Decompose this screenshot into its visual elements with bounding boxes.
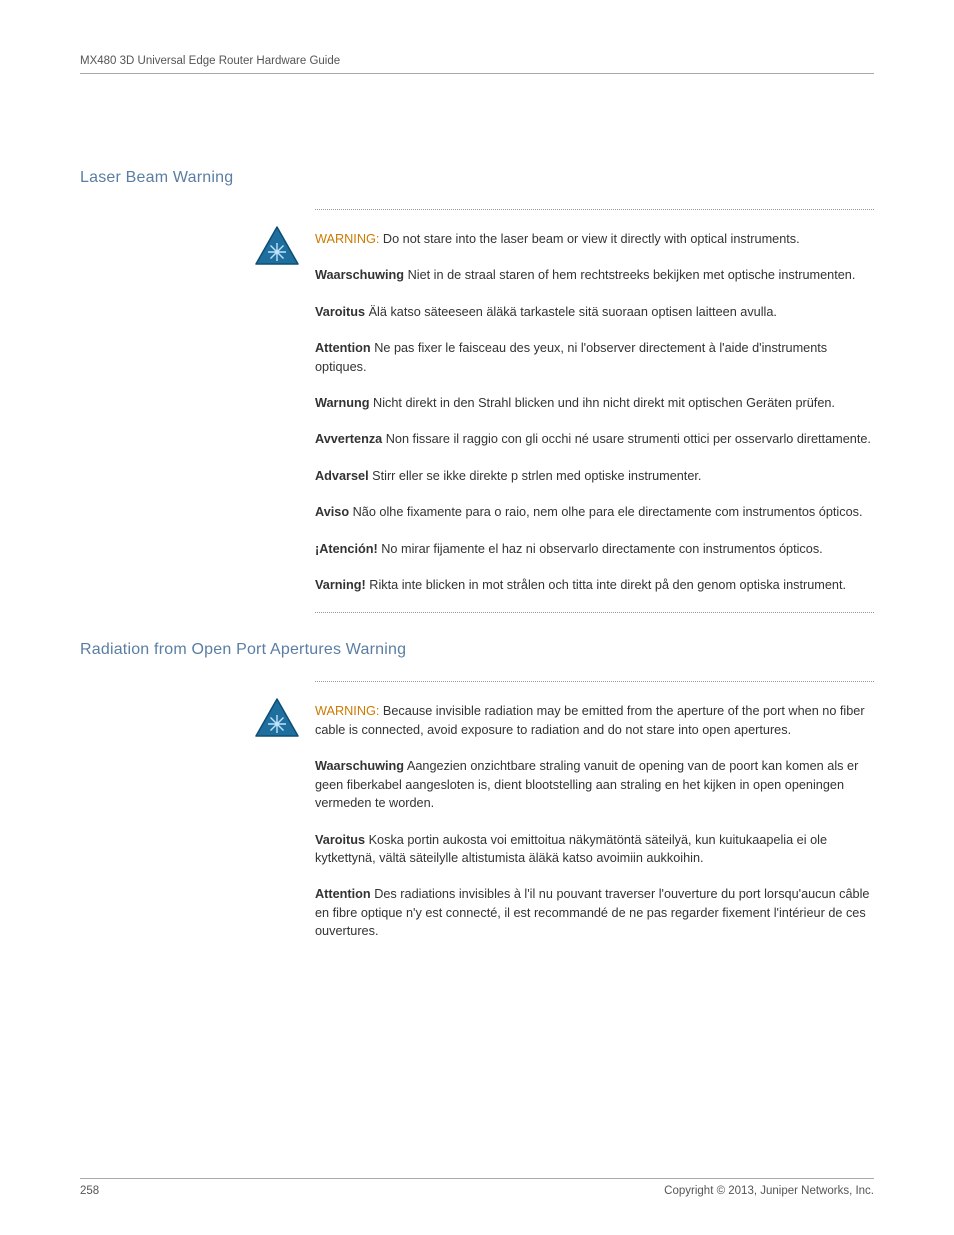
translation-text: Niet in de straal staren of hem rechtstr…: [404, 268, 855, 282]
warning-translation: Varoitus Koska portin aukosta voi emitto…: [315, 831, 874, 868]
translation-label: Aviso: [315, 505, 349, 519]
translation-text: No mirar fijamente el haz ni observarlo …: [378, 542, 823, 556]
translation-label: Waarschuwing: [315, 759, 404, 773]
warning-translation: Varning! Rikta inte blicken in mot strål…: [315, 576, 874, 594]
running-header: MX480 3D Universal Edge Router Hardware …: [80, 55, 874, 74]
warning-translation: Waarschuwing Aangezien onzichtbare stral…: [315, 757, 874, 812]
translation-label: Attention: [315, 887, 371, 901]
warning-translation: Attention Ne pas fixer le faisceau des y…: [315, 339, 874, 376]
warning-english-radiation: WARNING: Because invisible radiation may…: [315, 702, 874, 739]
translation-label: ¡Atención!: [315, 542, 378, 556]
translation-label: Avvertenza: [315, 432, 382, 446]
warning-translation: Advarsel Stirr eller se ikke direkte p s…: [315, 467, 874, 485]
translation-label: Varoitus: [315, 305, 365, 319]
translation-label: Varoitus: [315, 833, 365, 847]
translation-label: Attention: [315, 341, 371, 355]
page-number: 258: [80, 1185, 99, 1197]
translation-text: Non fissare il raggio con gli occhi né u…: [382, 432, 871, 446]
content: Laser Beam Warning WARNING: Do not stare: [80, 74, 874, 941]
heading-radiation-warning: Radiation from Open Port Apertures Warni…: [80, 641, 874, 659]
footer: 258 Copyright © 2013, Juniper Networks, …: [80, 1178, 874, 1197]
translation-text: Des radiations invisibles à l'il nu pouv…: [315, 887, 870, 938]
warning-block-laser: WARNING: Do not stare into the laser bea…: [315, 209, 874, 613]
translation-text: Stirr eller se ikke direkte p strlen med…: [369, 469, 702, 483]
warning-translation: Warnung Nicht direkt in den Strahl blick…: [315, 394, 874, 412]
warning-translation: Attention Des radiations invisibles à l'…: [315, 885, 874, 940]
warning-english-laser: WARNING: Do not stare into the laser bea…: [315, 230, 874, 248]
warning-translation: Waarschuwing Niet in de straal staren of…: [315, 266, 874, 284]
warning-label: WARNING:: [315, 704, 379, 718]
translation-text: Ne pas fixer le faisceau des yeux, ni l'…: [315, 341, 827, 373]
translation-text: Rikta inte blicken in mot strålen och ti…: [366, 578, 846, 592]
warning-translation: Aviso Não olhe fixamente para o raio, ne…: [315, 503, 874, 521]
translation-text: Nicht direkt in den Strahl blicken und i…: [370, 396, 835, 410]
warning-translation: Avvertenza Non fissare il raggio con gli…: [315, 430, 874, 448]
warning-block-radiation: WARNING: Because invisible radiation may…: [315, 681, 874, 940]
translation-text: Älä katso säteeseen äläkä tarkastele sit…: [365, 305, 777, 319]
laser-warning-icon: [255, 698, 299, 738]
page: MX480 3D Universal Edge Router Hardware …: [0, 0, 954, 1235]
translation-text: Koska portin aukosta voi emittoitua näky…: [315, 833, 827, 865]
warning-translation: ¡Atención! No mirar fijamente el haz ni …: [315, 540, 874, 558]
heading-laser-beam-warning: Laser Beam Warning: [80, 169, 874, 187]
translation-label: Warnung: [315, 396, 370, 410]
copyright: Copyright © 2013, Juniper Networks, Inc.: [664, 1185, 874, 1197]
laser-warning-icon: [255, 226, 299, 266]
warning-label: WARNING:: [315, 232, 379, 246]
translation-label: Waarschuwing: [315, 268, 404, 282]
translation-text: Não olhe fixamente para o raio, nem olhe…: [349, 505, 862, 519]
warning-text-body: Because invisible radiation may be emitt…: [315, 704, 865, 736]
warning-translation: Varoitus Älä katso säteeseen äläkä tarka…: [315, 303, 874, 321]
translation-label: Varning!: [315, 578, 366, 592]
translation-label: Advarsel: [315, 469, 369, 483]
warning-text-body: Do not stare into the laser beam or view…: [383, 232, 800, 246]
